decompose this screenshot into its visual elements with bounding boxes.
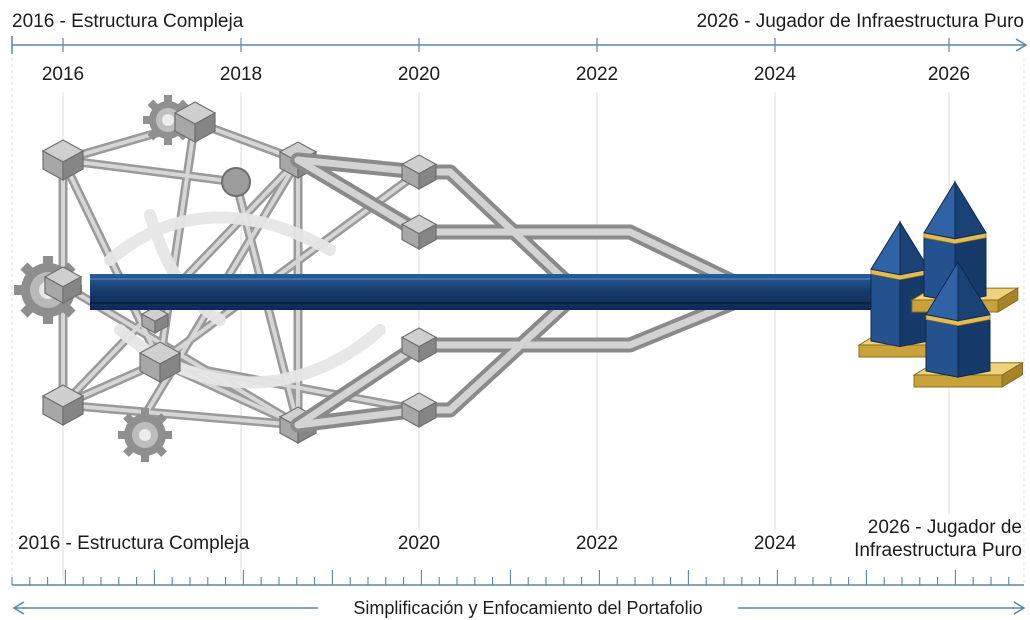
pillar-icon	[912, 260, 1025, 388]
bottom-ruler	[11, 570, 1024, 586]
cube-node-icon	[41, 384, 85, 427]
bottom-left-label: 2016 - Estructura Compleja	[18, 533, 250, 554]
bottom-right-label-line1: 2026 - Jugador de	[868, 517, 1022, 538]
footer-arrow	[12, 601, 1026, 615]
cube-node-icon	[43, 266, 83, 305]
year-label-2018: 2018	[220, 64, 262, 85]
cube-node-icon	[400, 214, 438, 251]
bottom-year-2022: 2022	[576, 533, 618, 554]
bottom-year-2020: 2020	[398, 533, 440, 554]
converging-bars	[290, 152, 748, 433]
bottom-year-2024: 2024	[754, 533, 797, 554]
cube-node-icon	[41, 139, 85, 182]
gear-icon	[118, 408, 172, 462]
pillar-group	[857, 180, 1025, 388]
year-label-2020: 2020	[398, 64, 440, 85]
year-labels-top: 2016 2018 2020 2022 2024 2026	[42, 64, 970, 85]
cube-node-icon	[400, 154, 438, 191]
top-left-label: 2016 - Estructura Compleja	[12, 11, 244, 32]
cube-node-icon	[138, 341, 182, 384]
gear-icon	[143, 95, 193, 145]
year-label-2016: 2016	[42, 64, 84, 85]
footer-label: Simplificación y Enfocamiento del Portaf…	[353, 598, 702, 618]
cube-node-icon	[400, 392, 438, 429]
top-axis	[11, 36, 1028, 54]
year-label-2022: 2022	[576, 64, 618, 85]
year-label-2026: 2026	[928, 64, 970, 85]
cube-node-icon	[173, 101, 217, 144]
sphere-node	[221, 167, 251, 197]
year-label-2024: 2024	[754, 64, 797, 85]
bottom-right-label-line2: Infraestructura Puro	[854, 540, 1022, 561]
cube-node-icon	[140, 306, 170, 335]
top-right-label: 2026 - Jugador de Infraestructura Puro	[697, 11, 1024, 32]
focus-beam	[90, 274, 895, 310]
cube-node-icon	[400, 327, 438, 364]
